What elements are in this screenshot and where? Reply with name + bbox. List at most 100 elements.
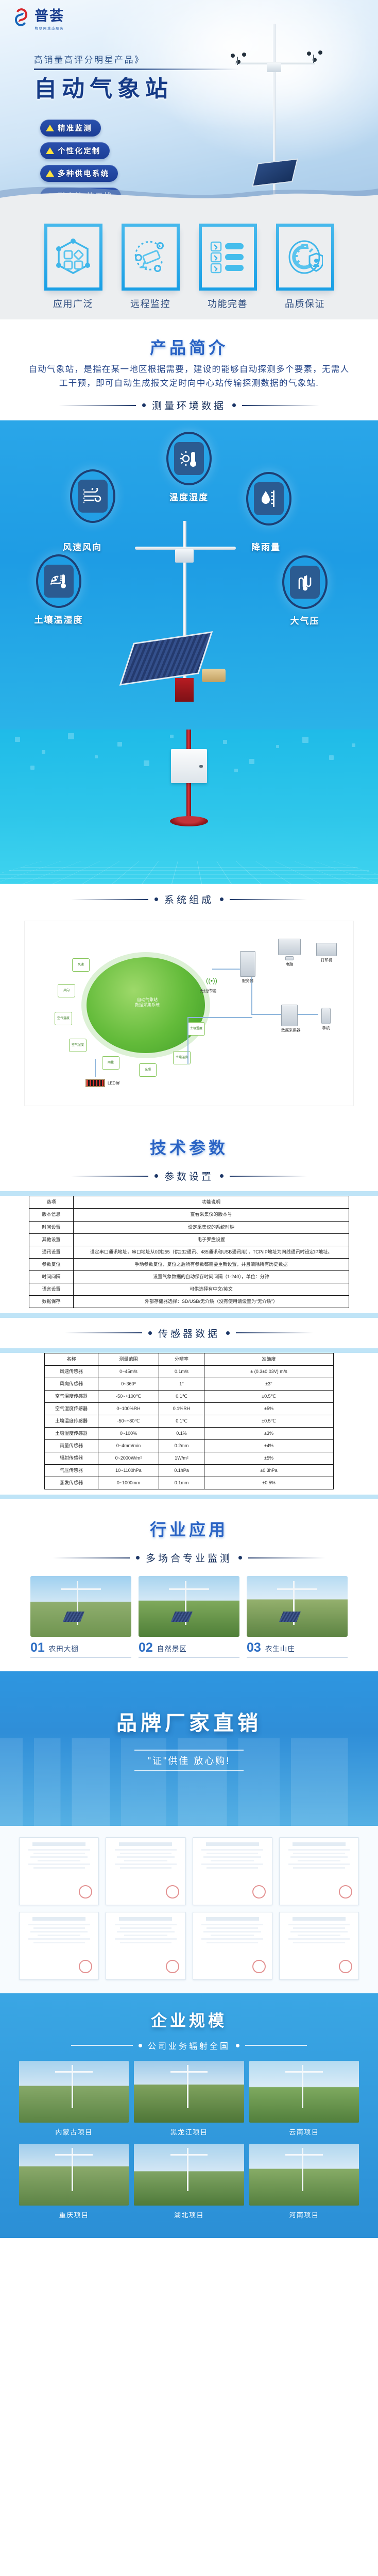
system-photo-band: [0, 730, 378, 885]
case-caption: 内蒙古项目: [55, 2128, 93, 2137]
table-row: 数据保存 外部存储器选择：SD/USB/无介质（没有使用请设置为“无介质”）: [29, 1295, 349, 1308]
diagram-sensor-node: 风速: [72, 958, 90, 972]
case-caption: 云南项目: [289, 2128, 319, 2137]
measure-node-label: 降雨量: [251, 543, 281, 553]
diagram-sensor-node: 风向: [58, 984, 75, 998]
certificate-card[interactable]: [106, 1912, 186, 1980]
feature-card-application[interactable]: 应用广泛: [40, 224, 106, 310]
case-card[interactable]: 重庆项目: [19, 2144, 129, 2225]
case-grid-row2: 重庆项目 湖北项目 河南项目: [19, 2144, 359, 2225]
industry-photo: [30, 1576, 131, 1637]
certificate-card[interactable]: [106, 1837, 186, 1906]
certificate-card[interactable]: [19, 1912, 99, 1980]
table-row: 土壤湿度传感器 0~100% 0.1% ±3%: [44, 1427, 334, 1440]
case-caption: 湖北项目: [174, 2211, 204, 2219]
barometer-icon: [290, 566, 320, 599]
diagram-sensor-node: 空气湿度: [69, 1039, 87, 1053]
scale-subheading: 公司业务辐射全国: [0, 2031, 378, 2061]
col-range: 测量范围: [98, 1352, 159, 1366]
table-row: 语言设置 可供选择有中文/英文: [29, 1282, 349, 1296]
certificate-grid-row2: [19, 1912, 359, 1980]
industry-underline: [139, 1657, 239, 1658]
case-card[interactable]: 内蒙古项目: [19, 2061, 129, 2142]
diagram-device-computer: 电脑: [278, 939, 301, 967]
industry-underline: [30, 1657, 131, 1658]
divider-dot: [220, 897, 224, 902]
feature-card-quality[interactable]: 品质保证: [272, 224, 338, 310]
industry-card[interactable]: 02 自然景区: [139, 1576, 239, 1658]
triangle-icon: [46, 125, 54, 131]
divider-right: [245, 2045, 307, 2046]
divider-right: [248, 1557, 325, 1558]
hero-badge-label: 精准监测: [58, 125, 92, 133]
sensor-table-bottom-accent: [0, 1495, 378, 1500]
measure-node-wind: [66, 469, 119, 523]
diagram-device-led: LED屏: [85, 1079, 120, 1088]
table-row: 雨量传感器 0~4mm/min 0.2mm ±4%: [44, 1439, 334, 1453]
feature-label: 远程监控: [130, 299, 170, 309]
table-row: 土壤温度传感器 -50~+80℃ 0.1℃ ±0.5℃: [44, 1415, 334, 1428]
certificate-card[interactable]: [279, 1837, 359, 1906]
system-section-title: 系统组成: [164, 895, 214, 906]
system-diagram: 自动气象站 数据采集系统 风速 风向 空气温度 空气湿度 雨量 光照 土壤温度 土…: [0, 914, 378, 1120]
industry-card[interactable]: 03 农生山庄: [247, 1576, 348, 1658]
feature-card-remote[interactable]: 远程监控: [117, 224, 183, 310]
hero-badge: 精准监测: [40, 120, 101, 137]
case-card[interactable]: 黑龙江项目: [134, 2061, 244, 2142]
table-top-accent: [0, 1191, 378, 1196]
certificate-card[interactable]: [192, 1912, 272, 1980]
measure-node-rainfall: [242, 472, 296, 526]
measure-node-pressure: 大气压: [278, 555, 332, 626]
divider-left: [71, 2045, 133, 2046]
measure-section-title: 测量环境数据: [151, 401, 226, 412]
table-row: 版本信息 查看采集仪的版本号: [29, 1208, 349, 1222]
industry-number: 02: [139, 1640, 153, 1655]
divider-dot: [220, 1174, 224, 1178]
certificates-section: [0, 1826, 378, 1994]
control-cabinet: [171, 749, 207, 784]
case-caption: 河南项目: [289, 2211, 319, 2219]
case-card[interactable]: 河南项目: [249, 2144, 359, 2225]
table-row: 蒸发传感器 0~1000mm 0.1mm ±0.5%: [44, 1477, 334, 1490]
case-card[interactable]: 湖北项目: [134, 2144, 244, 2225]
diagram-sensor-node: 土壤湿度: [187, 1022, 205, 1036]
measure-node-soil: 土壤温湿度: [32, 554, 85, 625]
col-resolution: 分辨率: [159, 1352, 204, 1366]
industry-caption: 农田大棚: [48, 1645, 79, 1653]
diagram-center-label: 自动气象站 数据采集系统: [135, 997, 160, 1008]
hero-badge: 多种供电系统: [40, 165, 118, 182]
perspective-grid: [0, 861, 378, 885]
certificate-card[interactable]: [279, 1912, 359, 1980]
certificate-card[interactable]: [19, 1837, 99, 1906]
sensor-table: 名称 测量范围 分辨率 准确度 风速传感器 0~45m/s 0.1m/s ± (0.3…: [44, 1352, 334, 1490]
brand-logo[interactable]: 普荟 物联网生态服务: [13, 7, 64, 30]
table-row: 其他设置 电子罗盘设置: [29, 1233, 349, 1246]
soil-thermometer-icon: [44, 565, 74, 598]
case-card[interactable]: 云南项目: [249, 2061, 359, 2142]
feature-label: 品质保证: [285, 299, 325, 309]
industry-caption: 自然景区: [157, 1645, 187, 1653]
feature-card-function[interactable]: 功能完善: [195, 224, 261, 310]
hero-kicker: 高销量高评分明星产品》: [34, 55, 145, 65]
table-row: 时间设置 设定采集仪的系统时钟: [29, 1221, 349, 1234]
solar-panel: [119, 631, 213, 686]
industry-card[interactable]: 01 农田大棚: [30, 1576, 131, 1658]
industry-title: 行业应用: [149, 1520, 228, 1539]
seal-icon: [252, 1885, 266, 1899]
measure-section-heading: 测量环境数据: [0, 390, 378, 420]
gear-shield-icon: [276, 224, 334, 291]
brand-name: 普荟: [35, 8, 64, 24]
divider-dot: [226, 1331, 230, 1335]
measurement-panel: 温度湿度 风速风向: [0, 420, 378, 730]
col-name: 名称: [44, 1352, 98, 1366]
certificate-card[interactable]: [192, 1837, 272, 1906]
params-section-title: 参数设置: [164, 1172, 214, 1183]
enterprise-scale-section: 企业规模 公司业务辐射全国 内蒙古项目 黑龙江项目 云南项目: [0, 1993, 378, 2239]
measure-node-label: 土壤温湿度: [34, 615, 83, 625]
sensor-section-title: 传感器数据: [158, 1328, 220, 1340]
divider-left: [64, 1332, 142, 1334]
case-photo: [134, 2144, 244, 2206]
divider-dot: [154, 897, 158, 902]
diagram-device-logger: 数据采集器: [281, 1005, 301, 1033]
divider-left: [58, 404, 136, 406]
